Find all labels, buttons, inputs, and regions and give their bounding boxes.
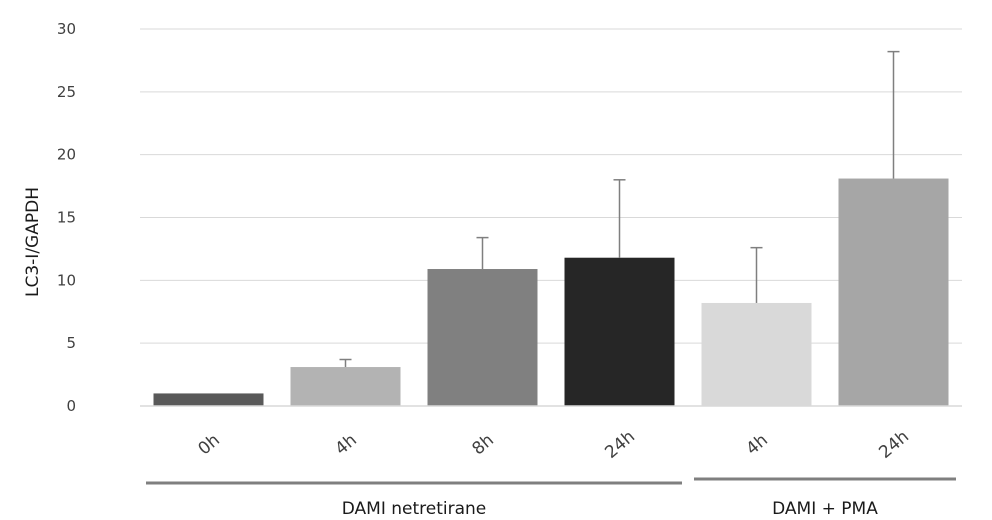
category-labels: 0h 4h 8h 24h 4h 24h: [194, 427, 913, 463]
y-tick-label: 15: [57, 209, 76, 227]
bars: [153, 178, 949, 406]
x-tick-label: 0h: [194, 430, 223, 459]
x-tick-label: 24h: [601, 427, 639, 463]
bar: [153, 393, 264, 406]
x-tick-label: 4h: [331, 430, 360, 459]
y-tick-label: 10: [57, 271, 76, 289]
error-bars: [339, 50, 900, 368]
y-axis-ticks: 0 5 10 15 20 25 30: [57, 20, 76, 415]
group-label: DAMI + PMA: [772, 499, 878, 519]
x-tick-label: 24h: [875, 427, 913, 463]
bar: [701, 302, 812, 406]
y-axis-title: LC3-I/GAPDH: [23, 187, 43, 297]
y-tick-label: 0: [66, 397, 76, 415]
x-tick-label: 4h: [742, 430, 771, 459]
bar: [427, 269, 538, 406]
bar: [290, 367, 401, 406]
y-tick-label: 30: [57, 20, 76, 38]
x-tick-label: 8h: [468, 430, 497, 459]
bar: [838, 178, 949, 406]
group-label: DAMI netretirane: [342, 499, 487, 519]
group-brackets: DAMI netretirane DAMI + PMA: [146, 477, 956, 519]
y-tick-label: 25: [57, 83, 76, 101]
y-tick-label: 20: [57, 146, 76, 164]
y-tick-label: 5: [66, 334, 76, 352]
bar: [564, 257, 675, 406]
gridlines: [140, 28, 962, 344]
